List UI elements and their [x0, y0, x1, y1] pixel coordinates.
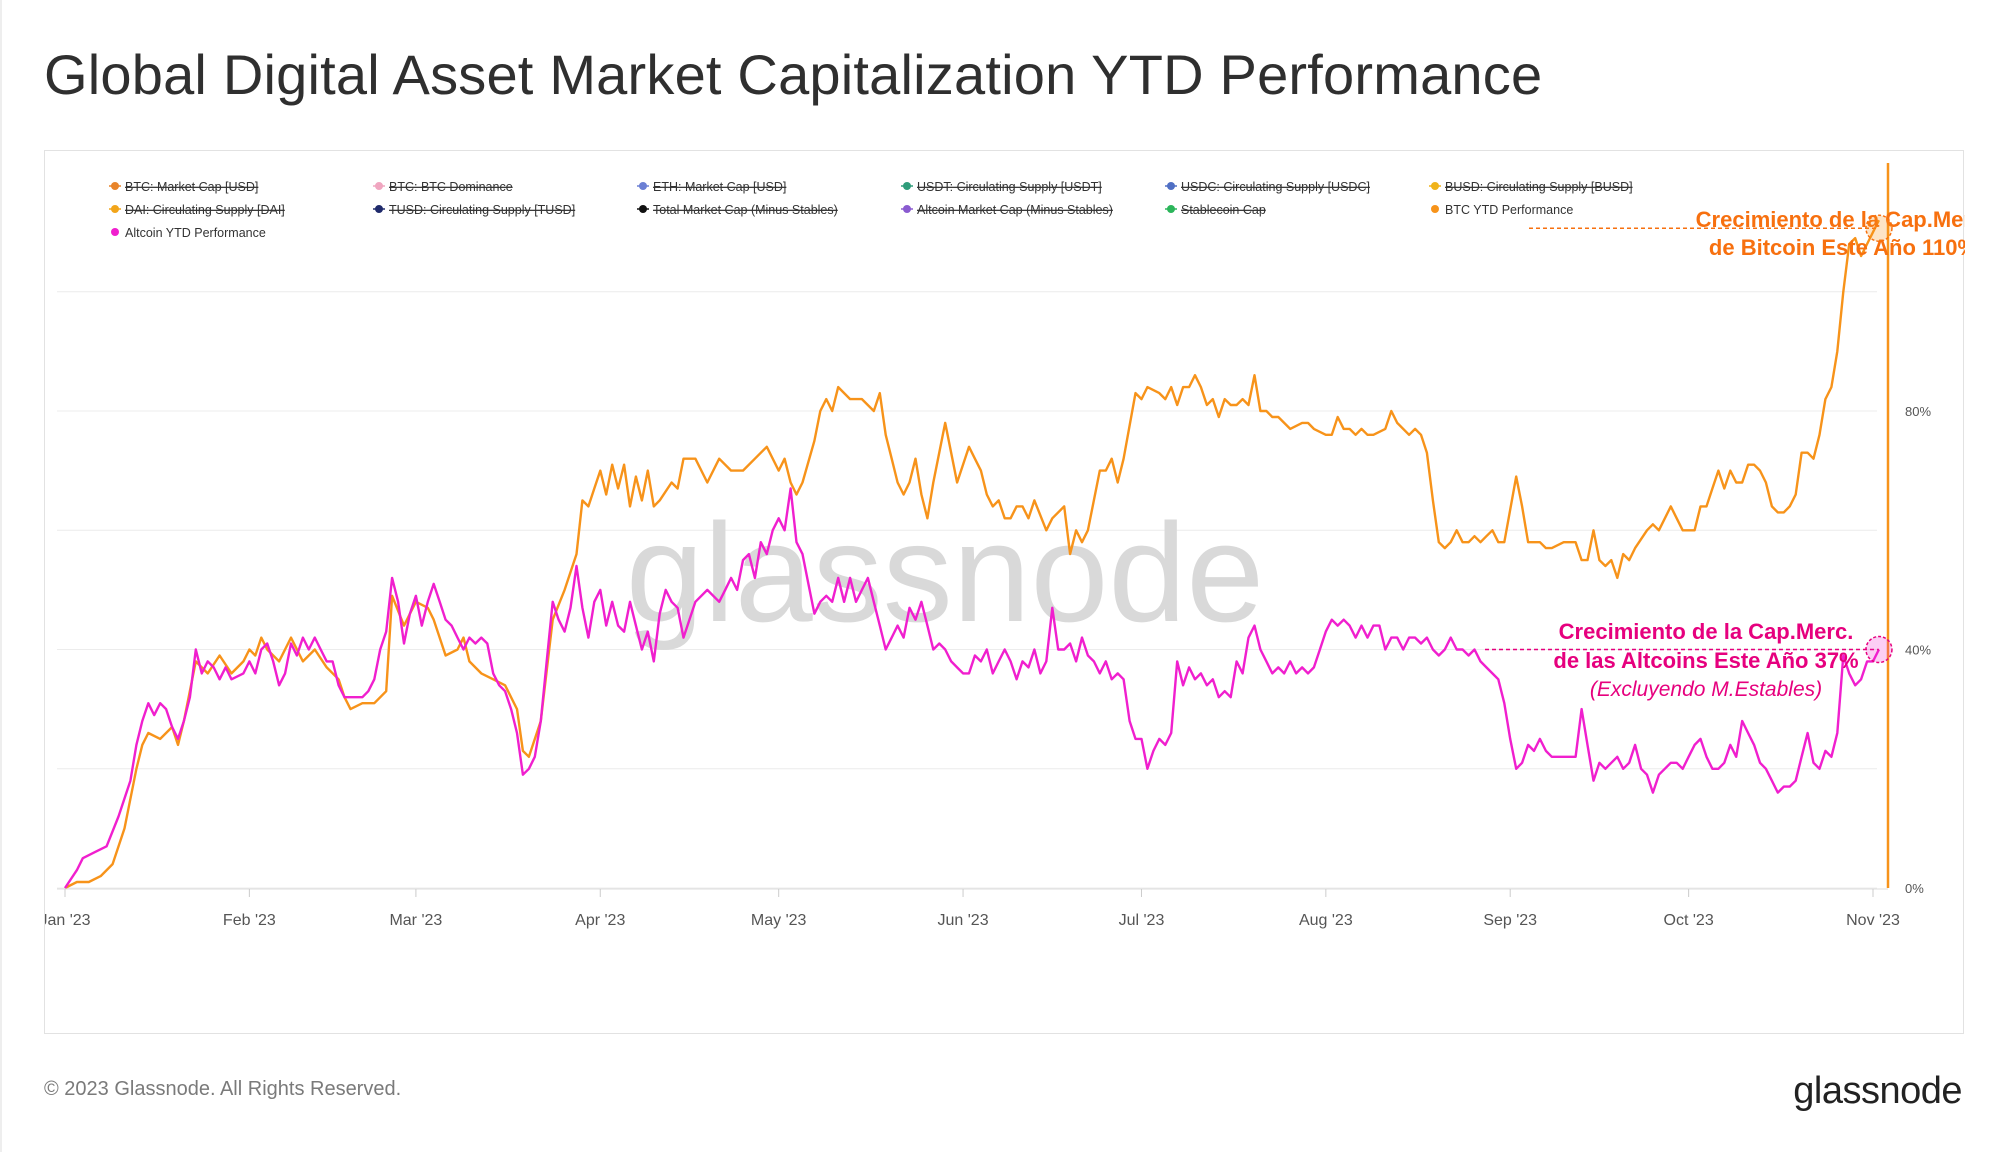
btc-annotation-line2: de Bitcoin Este Año 110% — [1709, 235, 1965, 260]
series-layer — [64, 219, 1880, 890]
x-tick-label: Jan '23 — [45, 912, 91, 929]
legend-label: Altcoin Market Cap (Minus Stables) — [917, 203, 1113, 217]
x-tick-label: Nov '23 — [1846, 912, 1900, 929]
legend-item[interactable]: Altcoin Market Cap (Minus Stables) — [901, 203, 1113, 217]
x-tick-label: Apr '23 — [575, 912, 625, 929]
footer-copyright: © 2023 Glassnode. All Rights Reserved. — [44, 1078, 402, 1100]
alt-annotation-line1: Crecimiento de la Cap.Merc. — [1559, 619, 1854, 644]
y-tick-label: 40% — [1905, 643, 1931, 658]
legend-item[interactable]: BTC: Market Cap [USD] — [109, 180, 258, 194]
x-tick-label: May '23 — [751, 912, 807, 929]
legend-swatch — [639, 182, 647, 190]
alt-annotation-marker — [1865, 635, 1893, 664]
legend-label: BTC: Market Cap [USD] — [125, 180, 258, 194]
legend-label: ETH: Market Cap [USD] — [653, 180, 786, 194]
y-tick-label: 0% — [1905, 881, 1924, 896]
legend-item[interactable]: TUSD: Circulating Supply [TUSD] — [373, 203, 575, 217]
legend-label: Altcoin YTD Performance — [125, 226, 266, 240]
altcoin-ytd-line — [64, 487, 1880, 889]
legend-item[interactable]: ETH: Market Cap [USD] — [637, 180, 786, 194]
alt-annotation-line3: (Excluyendo M.Estables) — [1590, 678, 1822, 701]
legend-swatch — [1431, 205, 1439, 213]
x-tick-label: Feb '23 — [223, 912, 276, 929]
x-tick-label: Aug '23 — [1299, 912, 1353, 929]
legend-item[interactable]: BTC YTD Performance — [1431, 203, 1573, 217]
legend-item[interactable]: BTC: BTC Dominance — [373, 180, 513, 194]
legend-item[interactable]: DAI: Circulating Supply [DAI] — [109, 203, 285, 217]
x-tick-label: Mar '23 — [389, 912, 442, 929]
legend-swatch — [375, 205, 383, 213]
legend-label: BTC YTD Performance — [1445, 203, 1573, 217]
legend-item[interactable]: USDT: Circulating Supply [USDT] — [901, 180, 1102, 194]
legend-swatch — [1431, 182, 1439, 190]
legend-swatch — [903, 205, 911, 213]
legend-label: Stablecoin Cap — [1181, 203, 1266, 217]
legend-label: Total Market Cap (Minus Stables) — [653, 203, 838, 217]
glassnode-watermark: glassnode — [626, 494, 1264, 651]
x-tick-label: Oct '23 — [1664, 912, 1714, 929]
glassnode-logo: glassnode — [1793, 1070, 1962, 1112]
legend-item[interactable]: Altcoin YTD Performance — [111, 226, 266, 240]
axis-layer: 0% 40% 80% Jan '23 Feb '23 Mar '23 Apr '23 May … — [45, 163, 1931, 929]
legend-swatch — [111, 228, 119, 236]
y-tick-label: 80% — [1905, 404, 1931, 419]
legend-label: USDT: Circulating Supply [USDT] — [917, 180, 1102, 194]
legend-swatch — [1167, 205, 1175, 213]
chart-frame: glassnode BTC: Market Cap [USD] BTC: BTC … — [44, 150, 1965, 1034]
legend: BTC: Market Cap [USD] BTC: BTC Dominance E… — [109, 180, 1633, 240]
legend-item[interactable]: Stablecoin Cap — [1165, 203, 1266, 217]
alt-annotation-line2: de las Altcoins Este Año 37% — [1553, 648, 1858, 673]
legend-label: BUSD: Circulating Supply [BUSD] — [1445, 180, 1633, 194]
legend-label: USDC: Circulating Supply [USDC] — [1181, 180, 1370, 194]
legend-swatch — [903, 182, 911, 190]
legend-swatch — [1167, 182, 1175, 190]
chart-svg: glassnode BTC: Market Cap [USD] BTC: BTC … — [45, 163, 1965, 929]
btc-annotation-marker — [1865, 214, 1893, 242]
legend-swatch — [111, 182, 119, 190]
btc-ytd-line — [64, 219, 1880, 890]
legend-swatch — [111, 205, 119, 213]
grid-layer — [57, 291, 1877, 889]
legend-item[interactable]: BUSD: Circulating Supply [BUSD] — [1429, 180, 1633, 194]
x-tick-label: Sep '23 — [1483, 912, 1537, 929]
annotations: Crecimiento de la Cap.Merc. de Bitcoin E… — [1485, 207, 1965, 701]
legend-item[interactable]: USDC: Circulating Supply [USDC] — [1165, 180, 1370, 194]
page-title: Global Digital Asset Market Capitalizati… — [44, 43, 1543, 106]
x-tick-label: Jun '23 — [938, 912, 989, 929]
legend-label: DAI: Circulating Supply [DAI] — [125, 203, 285, 217]
legend-label: TUSD: Circulating Supply [TUSD] — [389, 203, 575, 217]
x-tick-label: Jul '23 — [1119, 912, 1165, 929]
page-left-border — [0, 0, 2, 1152]
legend-label: BTC: BTC Dominance — [389, 180, 513, 194]
legend-item[interactable]: Total Market Cap (Minus Stables) — [637, 203, 838, 217]
legend-swatch — [639, 205, 647, 213]
legend-swatch — [375, 182, 383, 190]
